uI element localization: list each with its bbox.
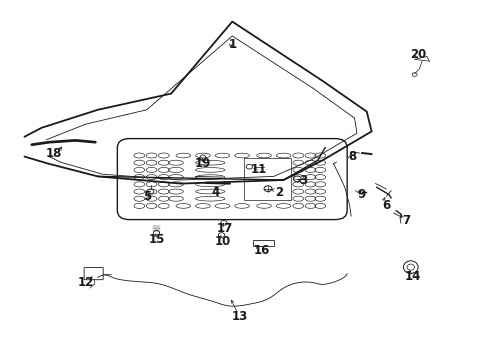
Text: 13: 13	[231, 310, 247, 323]
Text: 6: 6	[382, 199, 389, 212]
Text: 8: 8	[347, 150, 355, 163]
Text: 18: 18	[45, 147, 62, 159]
Text: 19: 19	[194, 157, 211, 170]
Text: 7: 7	[401, 214, 409, 227]
Text: 10: 10	[214, 235, 230, 248]
Text: 5: 5	[142, 190, 150, 203]
Text: 16: 16	[253, 244, 269, 257]
Bar	[244, 158, 290, 200]
Text: 3: 3	[299, 174, 306, 186]
Text: 20: 20	[409, 48, 426, 60]
Text: 4: 4	[211, 186, 219, 199]
Text: 17: 17	[216, 222, 233, 235]
Text: 1: 1	[228, 39, 236, 51]
Text: 12: 12	[77, 276, 94, 289]
Text: 9: 9	[357, 188, 365, 201]
Text: 14: 14	[404, 270, 421, 283]
Text: 15: 15	[148, 233, 164, 246]
Text: 2: 2	[274, 186, 282, 199]
Bar	[253, 240, 273, 246]
Text: 11: 11	[250, 163, 267, 176]
